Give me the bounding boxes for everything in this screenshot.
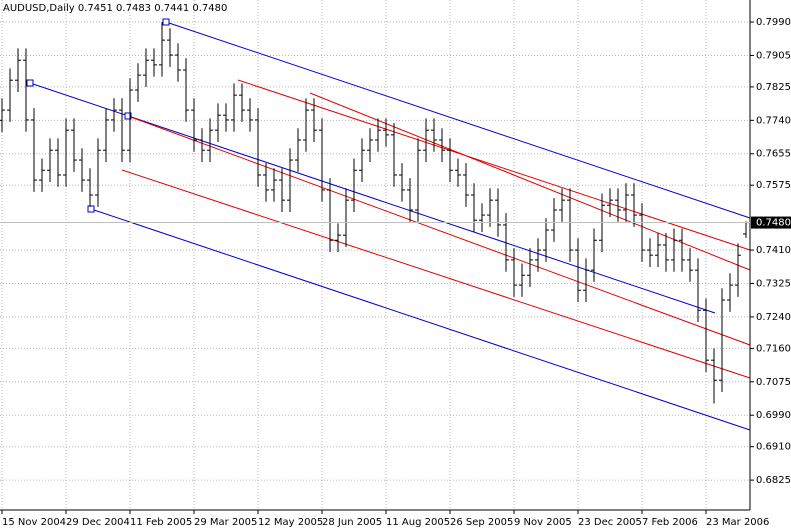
x-tick-label: 23 Mar 2006 <box>706 517 769 528</box>
channel-lines <box>26 18 751 431</box>
channel-line <box>127 115 751 346</box>
y-tick-label: 0.6825 <box>756 475 791 486</box>
channel-line <box>165 21 751 219</box>
anchor-point <box>162 18 170 26</box>
x-tick-label: 23 Dec 2005 <box>578 517 642 528</box>
last-price-label: 0.7480 <box>756 218 791 229</box>
y-tick-label: 0.6910 <box>756 442 791 453</box>
anchor-point <box>87 205 95 213</box>
x-tick-label: 11 Feb 2005 <box>130 517 192 528</box>
x-tick-label: 15 Nov 2004 <box>2 517 66 528</box>
y-tick-label: 0.6990 <box>756 410 791 421</box>
last-price-box <box>751 216 791 229</box>
y-tick-label: 0.7905 <box>756 50 791 61</box>
y-tick-label: 0.7075 <box>756 377 791 388</box>
y-tick-label: 0.7825 <box>756 82 791 93</box>
anchor-point <box>26 79 34 87</box>
x-tick-label: 29 Dec 2004 <box>66 517 130 528</box>
y-tick-label: 0.7325 <box>756 279 791 290</box>
anchor-point <box>124 112 132 120</box>
channel-line <box>121 169 751 379</box>
x-tick-label: 29 Mar 2005 <box>194 517 257 528</box>
x-tick-label: 7 Feb 2006 <box>642 517 698 528</box>
channel-line <box>29 82 716 314</box>
channel-line <box>309 92 751 271</box>
y-tick-label: 0.7240 <box>756 312 791 323</box>
channel-line <box>90 208 751 431</box>
x-tick-label: 9 Nov 2005 <box>514 517 572 528</box>
x-tick-label: 11 Aug 2005 <box>386 517 450 528</box>
y-tick-label: 0.7740 <box>756 115 791 126</box>
y-tick-label: 0.7575 <box>756 180 791 191</box>
x-tick-label: 26 Sep 2005 <box>450 517 513 528</box>
y-tick-label: 0.7160 <box>756 343 791 354</box>
y-tick-label: 0.7990 <box>756 17 791 28</box>
y-tick-label: 0.7410 <box>756 245 791 256</box>
x-tick-label: 12 May 2005 <box>258 517 323 528</box>
x-tick-label: 28 Jun 2005 <box>322 517 382 528</box>
channel-line <box>237 79 751 251</box>
y-tick-label: 0.7655 <box>756 149 791 160</box>
chart-title: AUDUSD,Daily 0.7451 0.7483 0.7441 0.7480 <box>3 3 227 14</box>
